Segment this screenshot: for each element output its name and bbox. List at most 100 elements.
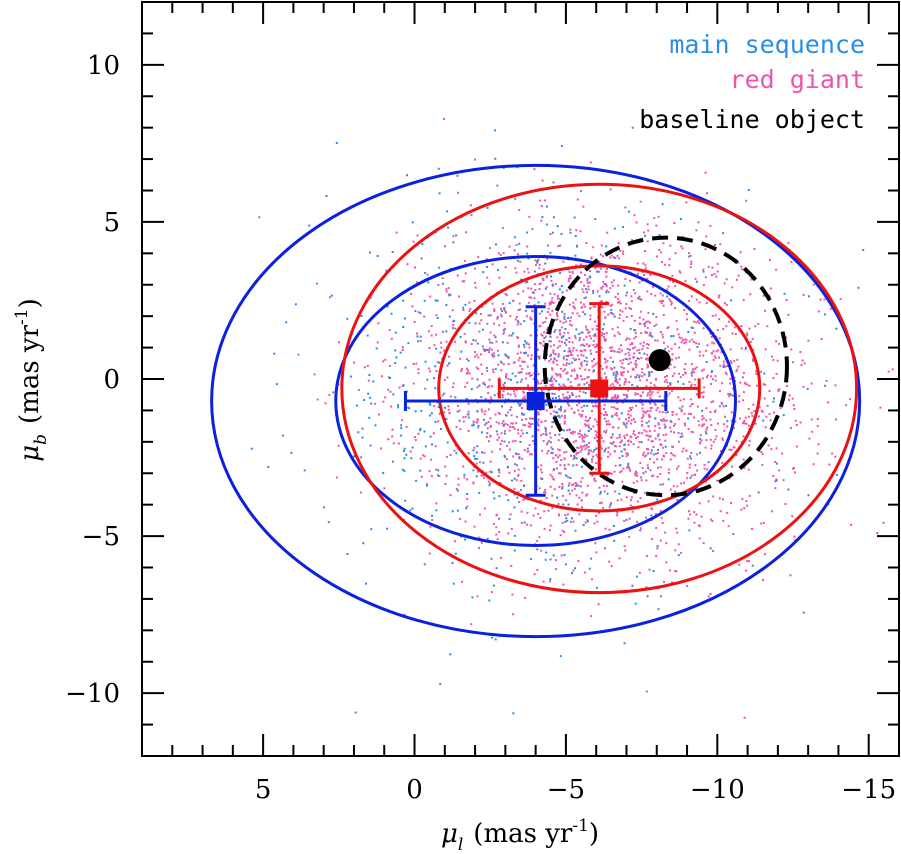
red-giant-point <box>491 302 494 305</box>
main-sequence-point <box>536 261 539 264</box>
red-giant-point <box>752 403 755 406</box>
red-giant-point <box>522 423 525 426</box>
red-giant-point <box>553 353 556 355</box>
main-sequence-point <box>587 520 589 523</box>
red-giant-point <box>721 437 724 440</box>
main-sequence-point <box>654 417 657 420</box>
red-giant-point <box>719 510 722 513</box>
red-giant-point <box>542 440 545 443</box>
red-giant-point <box>648 416 651 418</box>
red-giant-point <box>659 473 662 475</box>
red-giant-point <box>534 289 537 291</box>
red-giant-point <box>674 307 677 310</box>
red-giant-point <box>608 560 611 563</box>
red-giant-point <box>675 527 678 530</box>
main-sequence-point <box>590 427 593 430</box>
main-sequence-point <box>434 420 437 423</box>
red-giant-point <box>446 364 449 367</box>
red-giant-point <box>714 379 717 382</box>
red-giant-point <box>676 328 679 331</box>
red-giant-point <box>552 410 555 413</box>
red-giant-point <box>533 573 536 576</box>
red-giant-point <box>649 469 652 472</box>
red-giant-point <box>616 437 619 440</box>
red-giant-point <box>711 378 714 381</box>
red-giant-point <box>642 413 645 416</box>
main-sequence-point <box>516 496 519 499</box>
red-giant-point <box>595 514 598 517</box>
main-sequence-point <box>513 506 516 509</box>
red-giant-point <box>389 390 392 393</box>
main-sequence-point <box>587 429 590 432</box>
y-axis-title: μb(mas yr-1) <box>12 298 51 462</box>
main-sequence-point <box>484 348 487 351</box>
main-sequence-point <box>651 335 654 338</box>
main-sequence-point <box>862 249 865 251</box>
red-giant-point <box>547 450 550 452</box>
red-giant-point <box>475 353 478 356</box>
red-giant-point <box>555 568 558 571</box>
red-giant-point <box>656 475 659 478</box>
red-giant-point <box>444 483 447 485</box>
red-giant-point <box>500 307 502 310</box>
main-sequence-point <box>494 368 497 371</box>
red-giant-point <box>553 488 556 491</box>
main-sequence-point <box>556 496 559 499</box>
red-giant-point <box>574 337 577 339</box>
red-giant-point <box>556 336 559 339</box>
red-giant-point <box>550 425 553 428</box>
main-sequence-point <box>446 441 449 444</box>
red-giant-point <box>657 433 660 436</box>
red-giant-point <box>455 426 458 428</box>
red-giant-point <box>742 435 745 438</box>
red-giant-point <box>571 483 574 486</box>
red-giant-point <box>727 393 730 395</box>
red-giant-point <box>713 342 716 345</box>
main-sequence-point <box>467 359 470 362</box>
main-sequence-point <box>695 280 698 283</box>
red-giant-point <box>519 308 522 311</box>
red-giant-point <box>568 341 571 343</box>
red-giant-point <box>661 333 664 336</box>
red-giant-point <box>732 387 735 390</box>
red-giant-point <box>563 331 566 334</box>
red-giant-point <box>497 411 500 414</box>
red-giant-point <box>775 447 778 450</box>
red-giant-point <box>328 296 331 299</box>
red-giant-point <box>744 382 747 385</box>
red-giant-point <box>628 337 631 340</box>
main-sequence-point <box>475 475 478 478</box>
red-giant-point <box>656 452 659 454</box>
red-giant-point <box>441 277 444 280</box>
red-giant-point <box>561 485 564 488</box>
red-giant-point <box>656 407 659 409</box>
red-giant-point <box>542 268 545 271</box>
red-giant-point <box>600 434 603 437</box>
red-giant-point <box>517 292 520 295</box>
red-giant-point <box>710 335 713 338</box>
red-giant-point <box>671 353 674 356</box>
red-giant-point <box>540 382 543 385</box>
red-giant-point <box>625 394 628 397</box>
red-giant-point <box>572 569 575 572</box>
red-giant-point <box>519 381 522 383</box>
main-sequence-point <box>521 412 523 415</box>
red-giant-point <box>823 298 826 301</box>
baseline-object-marker <box>648 349 671 372</box>
main-sequence-point <box>773 397 775 400</box>
red-giant-point <box>669 363 672 366</box>
red-giant-point <box>509 315 512 318</box>
red-giant-point <box>645 343 648 345</box>
red-giant-point <box>693 331 696 334</box>
red-giant-point <box>448 355 451 358</box>
main-sequence-point <box>493 394 496 397</box>
red-giant-point <box>588 281 591 284</box>
red-giant-point <box>831 452 834 455</box>
main-sequence-point <box>514 463 517 466</box>
red-giant-point <box>449 494 452 497</box>
red-giant-point <box>705 439 708 442</box>
red-giant-point <box>521 360 524 363</box>
red-giant-point <box>558 340 561 343</box>
red-giant-point <box>540 468 542 471</box>
red-giant-point <box>619 384 621 387</box>
